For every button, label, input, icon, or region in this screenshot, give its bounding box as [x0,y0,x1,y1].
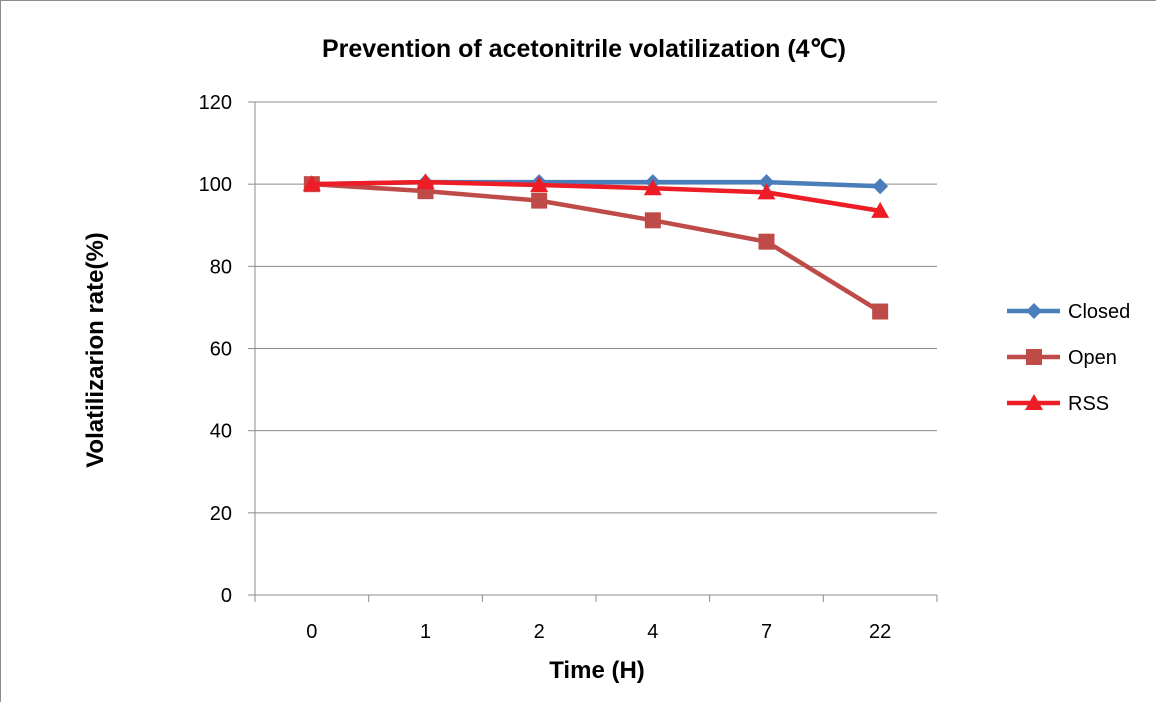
data-point [530,175,549,192]
data-point [643,179,662,196]
x-tick-label: 1 [420,621,431,643]
legend: Closed Open RSS [1007,301,1130,415]
data-point [872,178,889,195]
gridlines [248,101,937,596]
x-tick-label: 2 [534,621,545,643]
y-tick-label: 0 [221,585,232,607]
data-point [758,233,775,250]
y-tick-label: 120 [199,92,232,114]
series-open [303,176,889,320]
x-axis-title: Time (H) [549,657,645,684]
y-tick-label: 80 [210,256,232,278]
series-group [302,173,890,320]
data-point [531,192,548,209]
legend-item: Open [1007,347,1117,369]
legend-label: Open [1068,347,1117,369]
axes [254,102,938,602]
x-tick-label: 7 [761,621,772,643]
legend-item: RSS [1007,393,1109,415]
data-point [302,175,321,192]
x-tick-label: 0 [306,621,317,643]
x-tick-labels: 0 1 2 4 7 22 [306,621,891,643]
y-tick-label: 100 [199,174,232,196]
series-rss [302,173,890,218]
legend-label: RSS [1068,393,1109,415]
data-point [757,183,776,200]
y-tick-label: 40 [210,421,232,443]
data-point [872,303,889,320]
legend-marker [1026,303,1042,319]
series-line [311,179,881,214]
x-tick-label: 22 [869,621,891,643]
chart-title: Prevention of acetonitrile volatilizatio… [322,35,846,63]
data-point [416,173,435,190]
data-point [758,174,775,191]
x-tick-label: 4 [647,621,658,643]
data-point [644,212,661,229]
legend-marker [1025,394,1043,410]
y-tick-label: 60 [210,339,232,361]
y-tick-label: 20 [210,503,232,525]
legend-item: Closed [1007,301,1130,323]
data-point [871,201,890,218]
y-tick-labels: 0 20 40 60 80 100 120 [199,92,232,607]
legend-marker [1026,349,1042,365]
legend-label: Closed [1068,301,1130,323]
y-axis-title: Volatilizarion rate(%) [82,232,109,468]
series-line [311,181,882,314]
